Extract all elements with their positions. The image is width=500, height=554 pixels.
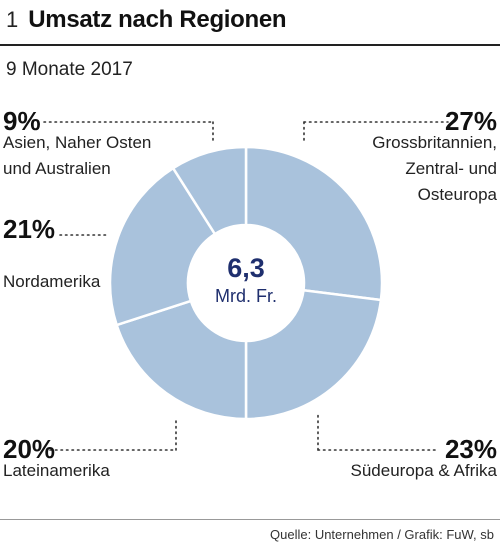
leader-lines bbox=[43, 121, 449, 451]
donut-slice-1 bbox=[244, 288, 383, 421]
donut-slice-3 bbox=[108, 166, 217, 327]
slice-label-2-line-0: Lateinamerika bbox=[3, 461, 110, 480]
slice-label-1-line-0: Südeuropa & Afrika bbox=[351, 461, 498, 480]
slice-percent-3: 21% bbox=[3, 214, 55, 244]
center-value: 6,3 bbox=[227, 253, 265, 283]
donut-slice-0 bbox=[244, 145, 384, 302]
slice-label-4-line-1: und Australien bbox=[3, 159, 111, 178]
slice-percent-2: 20% bbox=[3, 434, 55, 464]
center-unit: Mrd. Fr. bbox=[215, 286, 277, 306]
chart-title: Umsatz nach Regionen bbox=[28, 6, 287, 33]
donut-slice-4 bbox=[171, 145, 248, 236]
slice-labels: 27%Grossbritannien, Zentral- und Osteuropa… bbox=[3, 106, 498, 480]
donut-slices bbox=[108, 145, 384, 421]
slice-label-4-line-0: Asien, Naher Osten bbox=[3, 133, 151, 152]
source-note: Quelle: Unternehmen / Grafik: FuW, sb bbox=[270, 527, 494, 542]
donut-slice-2 bbox=[115, 299, 248, 421]
slice-label-0-line-2: Osteuropa bbox=[418, 185, 498, 204]
slice-label-0-line-0: Grossbritannien, bbox=[372, 133, 497, 152]
slice-label-3-line-0: Nordamerika bbox=[3, 272, 101, 291]
slice-percent-1: 23% bbox=[445, 434, 497, 464]
slice-percent-4: 9% bbox=[3, 106, 41, 136]
slice-percent-0: 27% bbox=[445, 106, 497, 136]
chart-subtitle: 9 Monate 2017 bbox=[6, 59, 133, 80]
figure-number: 1 bbox=[6, 7, 19, 32]
title-divider bbox=[0, 44, 500, 46]
slice-label-0-line-1: Zentral- und bbox=[405, 159, 497, 178]
title-row: 1 Umsatz nach Regionen bbox=[6, 6, 287, 38]
footer-divider bbox=[0, 519, 500, 520]
